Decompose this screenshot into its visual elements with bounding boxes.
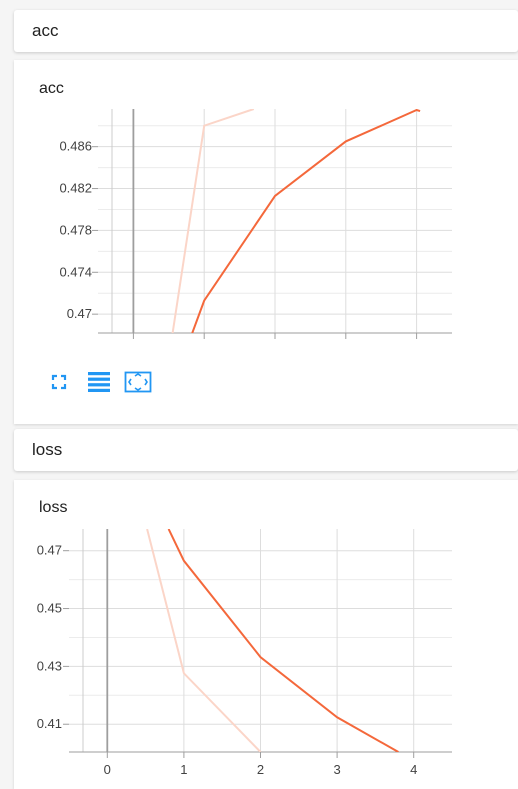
loss-x-tick-label: 0 xyxy=(104,762,111,777)
acc-grid xyxy=(92,109,452,339)
loss-section-header[interactable]: loss xyxy=(14,429,518,471)
acc-chart-title: acc xyxy=(39,80,64,97)
data-list-icon xyxy=(88,372,110,392)
fit-domain-icon xyxy=(124,371,152,393)
loss-chart: 0.41 0.43 0.45 0.47 0 1 2 3 4 xyxy=(37,529,452,777)
acc-y-tick-label: 0.47 xyxy=(67,306,92,321)
loss-grid xyxy=(63,529,452,758)
acc-y-tick-label: 0.474 xyxy=(59,264,92,279)
acc-chart: 0.47 0.474 0.478 0.482 0.486 xyxy=(59,109,452,339)
acc-smoothed-series-line xyxy=(191,109,421,333)
loss-y-tick-label: 0.47 xyxy=(37,543,62,558)
fullscreen-button[interactable] xyxy=(45,370,73,394)
loss-x-tick-label: 3 xyxy=(333,762,340,777)
loss-x-tick-label: 1 xyxy=(180,762,187,777)
fit-domain-button[interactable] xyxy=(124,370,152,394)
acc-y-tick-label: 0.478 xyxy=(59,222,92,237)
loss-raw-series-line xyxy=(146,529,262,752)
acc-section-header[interactable]: acc xyxy=(14,10,518,52)
loss-x-tick-label: 2 xyxy=(257,762,264,777)
acc-y-tick-label: 0.482 xyxy=(59,181,92,196)
fullscreen-icon xyxy=(51,374,67,390)
loss-chart-card: loss 0.41 0.43 0.45 0.47 0 1 2 3 4 xyxy=(14,480,518,789)
loss-y-tick-label: 0.45 xyxy=(37,601,62,616)
acc-chart-card: acc 0.47 0.474 0.478 0.482 0.486 xyxy=(14,60,518,424)
loss-y-tick-label: 0.41 xyxy=(37,716,62,731)
loss-section-title: loss xyxy=(32,440,63,459)
acc-section-title: acc xyxy=(32,21,59,40)
data-list-button[interactable] xyxy=(85,370,113,394)
acc-y-tick-label: 0.486 xyxy=(59,139,92,154)
acc-raw-series-line xyxy=(171,109,255,333)
loss-x-tick-label: 4 xyxy=(410,762,417,777)
loss-chart-title: loss xyxy=(39,499,68,516)
loss-smoothed-series-line xyxy=(167,529,399,752)
loss-y-tick-label: 0.43 xyxy=(37,658,62,673)
